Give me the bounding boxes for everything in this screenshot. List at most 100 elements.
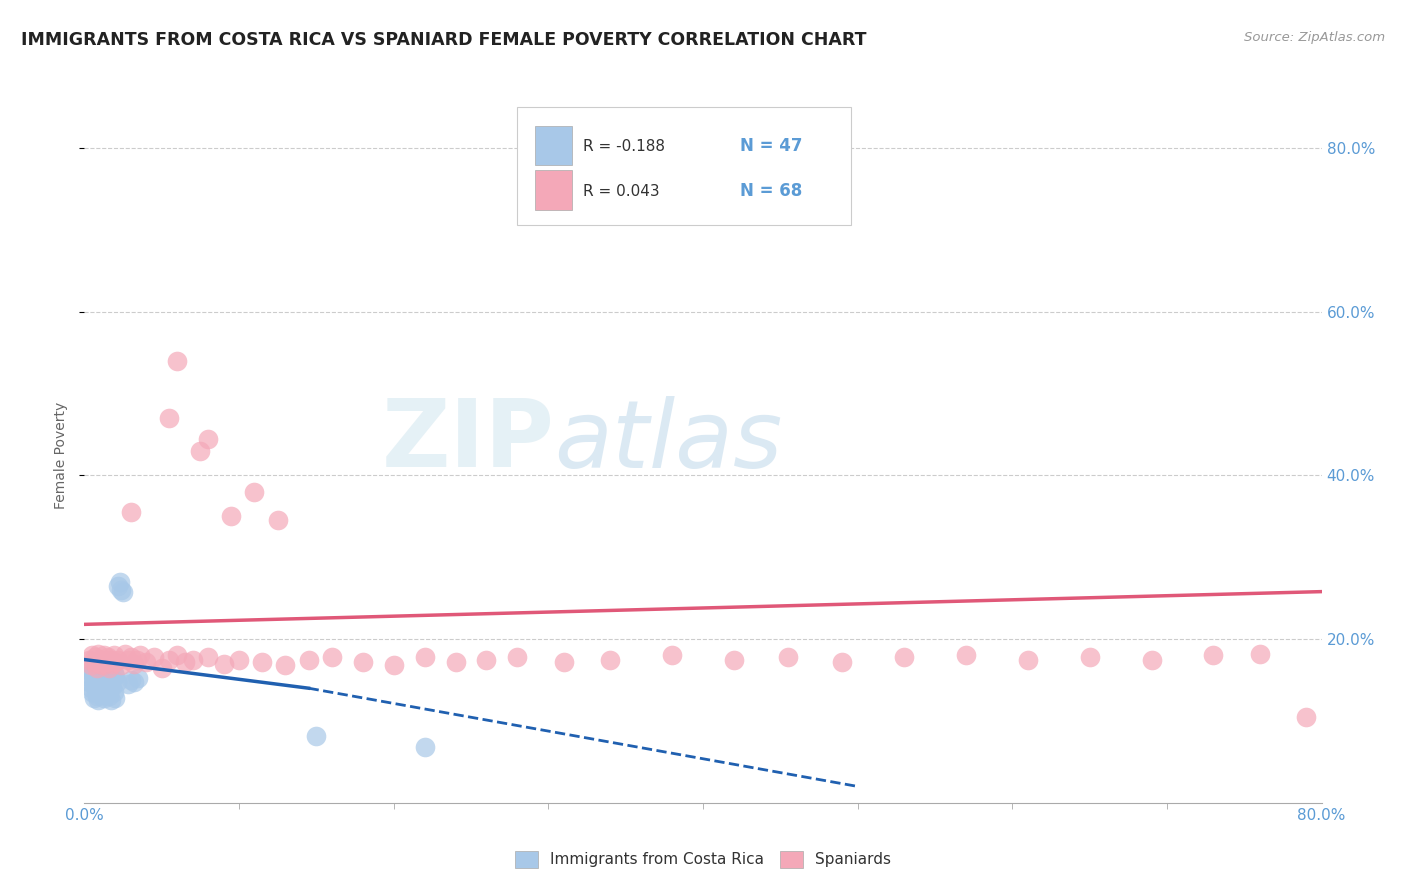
Point: [84, 650, 107, 665]
Point: [120, 650, 142, 665]
Point: [86, 690, 108, 704]
Point: [101, 680, 124, 694]
Point: [955, 648, 977, 663]
Point: [723, 652, 745, 666]
Point: [97, 665, 120, 679]
Point: [104, 655, 127, 669]
Point: [128, 672, 150, 686]
Point: [84, 669, 107, 683]
Point: [93, 672, 115, 686]
Point: [91, 658, 114, 673]
Point: [83, 691, 105, 706]
Point: [98, 661, 121, 675]
Text: Source: ZipAtlas.com: Source: ZipAtlas.com: [1244, 31, 1385, 45]
Point: [87, 647, 110, 661]
Point: [112, 584, 135, 599]
Point: [101, 672, 124, 686]
Point: [97, 650, 120, 665]
Point: [104, 669, 127, 683]
Point: [1249, 647, 1271, 661]
Point: [274, 658, 297, 673]
Point: [267, 513, 290, 527]
Point: [599, 652, 621, 666]
Point: [94, 674, 117, 689]
Point: [86, 661, 108, 675]
Point: [98, 669, 121, 683]
Text: N = 68: N = 68: [740, 182, 803, 200]
Point: [212, 657, 235, 671]
Point: [101, 657, 124, 671]
Point: [197, 650, 219, 665]
Point: [94, 685, 117, 699]
Point: [82, 666, 104, 681]
Point: [108, 574, 131, 589]
Point: [103, 685, 125, 699]
Text: IMMIGRANTS FROM COSTA RICA VS SPANIARD FEMALE POVERTY CORRELATION CHART: IMMIGRANTS FROM COSTA RICA VS SPANIARD F…: [21, 31, 866, 49]
Point: [129, 648, 152, 663]
Point: [117, 652, 139, 666]
Point: [79, 681, 101, 696]
Point: [103, 666, 125, 681]
Point: [84, 680, 107, 694]
Point: [181, 652, 204, 666]
Point: [98, 690, 121, 704]
Point: [107, 652, 129, 666]
Point: [83, 655, 105, 669]
Text: ZIP: ZIP: [381, 395, 554, 487]
Point: [1202, 648, 1225, 663]
Text: R = 0.043: R = 0.043: [583, 184, 659, 199]
Point: [228, 652, 250, 666]
Point: [159, 411, 181, 425]
Point: [166, 353, 188, 368]
Point: [104, 691, 127, 706]
Point: [321, 650, 343, 665]
Point: [120, 673, 142, 687]
Point: [135, 655, 157, 669]
Point: [86, 674, 108, 689]
Point: [1078, 650, 1101, 665]
Point: [188, 443, 212, 458]
Point: [553, 655, 575, 669]
Point: [89, 657, 111, 671]
Point: [76, 669, 98, 683]
Point: [661, 648, 683, 663]
Point: [90, 673, 112, 687]
Point: [125, 652, 148, 666]
Point: [100, 674, 122, 689]
Point: [110, 582, 132, 597]
Point: [122, 674, 145, 689]
Point: [100, 652, 122, 666]
Point: [305, 729, 328, 743]
Point: [197, 432, 219, 446]
Point: [79, 658, 101, 673]
Point: [150, 661, 173, 675]
Point: [413, 740, 436, 755]
Point: [87, 665, 110, 679]
Legend: Immigrants from Costa Rica, Spaniards: Immigrants from Costa Rica, Spaniards: [508, 843, 898, 875]
Point: [89, 669, 111, 683]
Point: [79, 663, 101, 677]
Point: [97, 681, 120, 696]
Point: [91, 677, 114, 691]
Point: [166, 648, 188, 663]
Y-axis label: Female Poverty: Female Poverty: [55, 401, 69, 508]
FancyBboxPatch shape: [517, 107, 852, 226]
Text: N = 47: N = 47: [740, 137, 803, 155]
Point: [352, 655, 374, 669]
Point: [90, 688, 112, 702]
Point: [506, 650, 529, 665]
Point: [89, 682, 111, 697]
Point: [174, 655, 197, 669]
Point: [87, 693, 110, 707]
Point: [83, 673, 105, 687]
Point: [893, 650, 915, 665]
Point: [114, 647, 136, 661]
Point: [77, 674, 100, 689]
Point: [110, 658, 132, 673]
Point: [413, 650, 436, 665]
Point: [252, 655, 274, 669]
Point: [831, 655, 853, 669]
Point: [382, 658, 405, 673]
Point: [475, 652, 498, 666]
Point: [100, 693, 122, 707]
